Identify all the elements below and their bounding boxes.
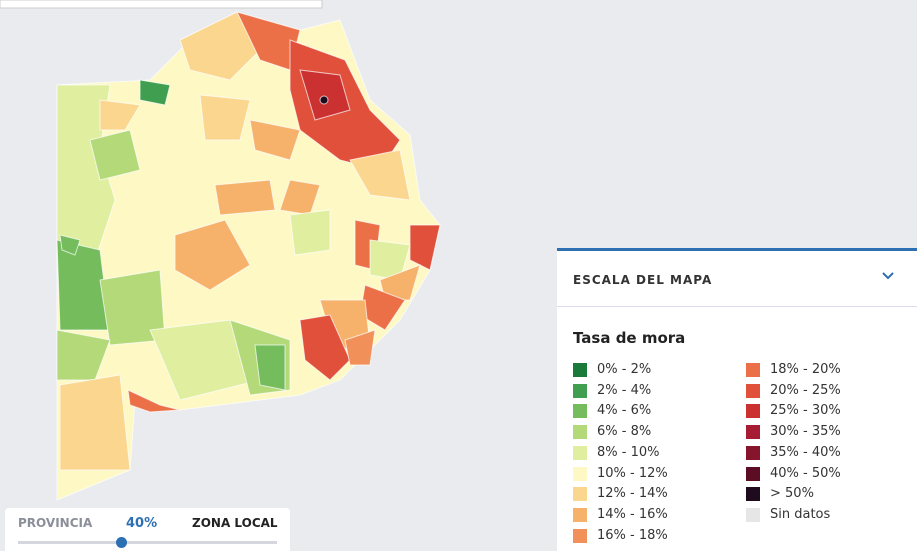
- district: [89, 129, 141, 181]
- legend-label: 4% - 6%: [597, 403, 652, 419]
- legend-label: 40% - 50%: [770, 465, 841, 481]
- legend-label: 14% - 16%: [597, 506, 668, 522]
- legend-label: 20% - 25%: [770, 382, 841, 398]
- legend-label: 0% - 2%: [597, 362, 652, 377]
- district: [139, 79, 171, 106]
- district: [319, 95, 329, 105]
- legend-label: 16% - 18%: [597, 527, 668, 543]
- legend-label: 6% - 8%: [597, 424, 652, 440]
- legend-swatch: [746, 383, 760, 398]
- district: [409, 224, 441, 271]
- district: [127, 389, 181, 413]
- collapse-button[interactable]: [881, 271, 895, 281]
- legend-swatch: [573, 425, 587, 440]
- slider-right-label: ZONA LOCAL: [192, 516, 278, 530]
- divider: [557, 306, 917, 307]
- legend-swatch: [573, 507, 587, 522]
- legend-label: > 50%: [770, 486, 814, 502]
- district: [99, 99, 141, 131]
- district: [179, 11, 261, 81]
- slider-track[interactable]: [18, 541, 277, 544]
- district: [59, 374, 131, 471]
- legend-label: 2% - 4%: [597, 382, 652, 398]
- legend-label: 30% - 35%: [770, 424, 841, 440]
- legend-swatch: [746, 487, 760, 502]
- legend-swatch: [746, 445, 760, 460]
- slider-knob[interactable]: [116, 537, 127, 548]
- legend-swatch: [573, 487, 587, 502]
- district: [56, 84, 116, 271]
- district: [254, 344, 286, 391]
- districts: [56, 11, 441, 501]
- district: [59, 234, 81, 256]
- legend-swatch: [746, 507, 760, 522]
- legend-swatch: [746, 425, 760, 440]
- legend-label: Sin datos: [770, 506, 831, 522]
- legend-label: 12% - 14%: [597, 486, 668, 502]
- legend-swatch: [573, 363, 587, 377]
- district: [174, 219, 251, 291]
- legend-label: 35% - 40%: [770, 444, 841, 460]
- legend-label: 8% - 10%: [597, 444, 660, 460]
- slider-left-label: PROVINCIA: [18, 516, 93, 530]
- district: [299, 314, 351, 381]
- map-legend: ESCALA DEL MAPA Tasa de mora 0% - 2% 2% -…: [557, 248, 917, 551]
- legend-swatch: [573, 383, 587, 398]
- slider-value: 40%: [126, 516, 158, 531]
- legend-swatch: [746, 466, 760, 481]
- legend-label: 18% - 20%: [770, 362, 841, 377]
- legend-header: ESCALA DEL MAPA: [573, 273, 713, 287]
- legend-swatch: [746, 404, 760, 419]
- legend-swatch: [746, 363, 760, 377]
- district: [344, 329, 376, 366]
- legend-swatch: [573, 404, 587, 419]
- zoom-slider: PROVINCIA 40% ZONA LOCAL: [5, 508, 290, 551]
- district: [199, 94, 251, 141]
- district: [214, 179, 276, 216]
- legend-title: Tasa de mora: [573, 329, 686, 347]
- legend-swatch: [573, 466, 587, 481]
- district: [299, 69, 351, 121]
- legend-swatch: [573, 445, 587, 460]
- legend-label: 25% - 30%: [770, 403, 841, 419]
- district: [249, 119, 301, 161]
- legend-swatch: [573, 528, 587, 543]
- district: [349, 149, 411, 201]
- district: [289, 209, 331, 256]
- legend-label: 10% - 12%: [597, 465, 668, 481]
- top-panel: [0, 0, 323, 9]
